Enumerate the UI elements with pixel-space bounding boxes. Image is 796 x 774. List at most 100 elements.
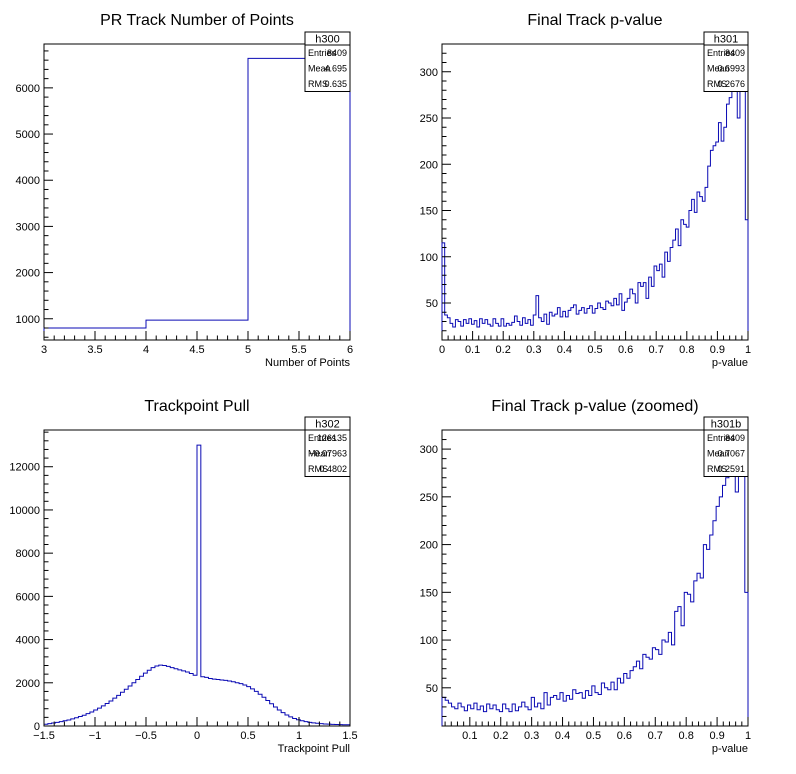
x-tick-label: 0.6 (617, 730, 632, 742)
stats-key: RMS (308, 464, 328, 474)
y-tick-label: 50 (426, 683, 438, 695)
stats-key: Entries (308, 433, 337, 443)
x-tick-label: 6 (347, 344, 353, 356)
chart-title: Final Track p-value (zoomed) (491, 398, 698, 415)
stats-box-name: h300 (315, 34, 339, 46)
x-tick-label: 0.5 (586, 730, 601, 742)
y-tick-label: 200 (420, 159, 438, 171)
stats-box-frame (703, 31, 749, 92)
x-tick-label: 3.5 (87, 344, 102, 356)
stats-value: 4.695 (324, 64, 347, 74)
x-tick-label: 0.7 (648, 730, 663, 742)
histogram-panel-2: Trackpoint Pull −1.5 −1 −0.5 0 0.5 1 1.5 0 2000 40… (9, 398, 357, 755)
x-tick-label: 3 (41, 344, 47, 356)
stats-value: 8409 (725, 433, 745, 443)
chart-title: Final Track p-value (527, 12, 662, 29)
stats-box-name: h302 (315, 419, 339, 431)
x-axis-label: p-value (712, 743, 748, 755)
y-tick-label: 250 (420, 492, 438, 504)
y-tick-label: 4000 (16, 635, 40, 647)
stats-key: Entries (707, 433, 736, 443)
stats-box-frame (304, 416, 351, 477)
stats-value: 0.2676 (717, 79, 745, 89)
chart-title: Trackpoint Pull (144, 398, 249, 415)
y-tick-label: 4000 (16, 175, 40, 187)
x-tick-label: 4 (143, 344, 149, 356)
x-tick-label: 5.5 (291, 344, 306, 356)
stats-key: RMS (707, 464, 727, 474)
x-tick-label: 1 (296, 730, 302, 742)
histogram-series-line (441, 439, 749, 726)
plot-frame (441, 429, 749, 727)
y-tick-label: 250 (420, 113, 438, 125)
plot-frame (441, 43, 749, 341)
histogram-series-line (441, 52, 749, 340)
histogram-panel-0: PR Track Number of Points 3 3.5 4 4.5 5 5.5 6 10… (16, 12, 354, 369)
x-tick-label: −0.5 (135, 730, 157, 742)
x-tick-label: 0.4 (555, 730, 570, 742)
y-tick-label: 2000 (16, 678, 40, 690)
stats-value: 0.4802 (319, 464, 347, 474)
x-tick-label: 0.5 (240, 730, 255, 742)
x-tick-label: 0 (194, 730, 200, 742)
stats-key: Mean (308, 64, 331, 74)
x-axis-label: Trackpoint Pull (278, 743, 350, 755)
stats-key: Mean (308, 449, 331, 459)
x-tick-label: 0.7 (649, 344, 664, 356)
stats-value: 8409 (725, 48, 745, 58)
x-tick-label: 0.3 (524, 730, 539, 742)
chart-title: PR Track Number of Points (100, 12, 294, 29)
x-tick-label: 0.8 (679, 344, 694, 356)
x-tick-label: 4.5 (189, 344, 204, 356)
plot-frame (43, 43, 351, 341)
stats-key: Entries (707, 48, 736, 58)
x-tick-label: 0.8 (679, 730, 694, 742)
y-tick-label: 3000 (16, 221, 40, 233)
y-tick-label: 12000 (9, 462, 40, 474)
stats-box-frame (304, 31, 351, 92)
stats-value: −0.07963 (309, 449, 347, 459)
y-tick-label: 100 (420, 635, 438, 647)
x-tick-label: 0.2 (496, 344, 511, 356)
y-tick-label: 150 (420, 206, 438, 218)
stats-key: Entries (308, 48, 337, 58)
histogram-panel-1: Final Track p-value 0 0.1 0.2 0.3 0.4 0.5 0.6 0.… (420, 12, 751, 369)
y-tick-label: 6000 (16, 83, 40, 95)
x-tick-label: 0.5 (587, 344, 602, 356)
x-tick-label: −1.5 (33, 730, 55, 742)
x-tick-label: 5 (245, 344, 251, 356)
stats-value: 126135 (317, 433, 347, 443)
y-tick-label: 300 (420, 67, 438, 79)
x-tick-label: 1 (745, 730, 751, 742)
y-tick-label: 1000 (16, 314, 40, 326)
x-tick-label: −1 (89, 730, 102, 742)
histogram-series-line (43, 57, 351, 340)
stats-value: 8409 (327, 48, 347, 58)
histogram-series-line (43, 444, 351, 726)
x-tick-label: 0.9 (709, 730, 724, 742)
stats-value: 0.7067 (717, 449, 745, 459)
stats-key: RMS (707, 79, 727, 89)
x-axis-label: p-value (712, 357, 748, 369)
stats-box-name: h301b (711, 419, 742, 431)
x-tick-label: 0.9 (710, 344, 725, 356)
histogram-panel-3: Final Track p-value (zoomed) 0.1 0.2 0.3 0.4… (420, 398, 751, 755)
x-tick-label: 0.1 (465, 344, 480, 356)
x-tick-label: 0 (439, 344, 445, 356)
x-axis-label: Number of Points (265, 357, 350, 369)
stats-key: Mean (707, 449, 730, 459)
y-tick-label: 150 (420, 587, 438, 599)
stats-value: 0.2591 (717, 464, 745, 474)
stats-key: RMS (308, 79, 328, 89)
y-tick-label: 8000 (16, 548, 40, 560)
stats-box-frame (703, 416, 749, 477)
x-tick-label: 0.3 (526, 344, 541, 356)
y-tick-label: 100 (420, 252, 438, 264)
y-tick-label: 10000 (9, 505, 40, 517)
stats-value: 0.6993 (717, 64, 745, 74)
